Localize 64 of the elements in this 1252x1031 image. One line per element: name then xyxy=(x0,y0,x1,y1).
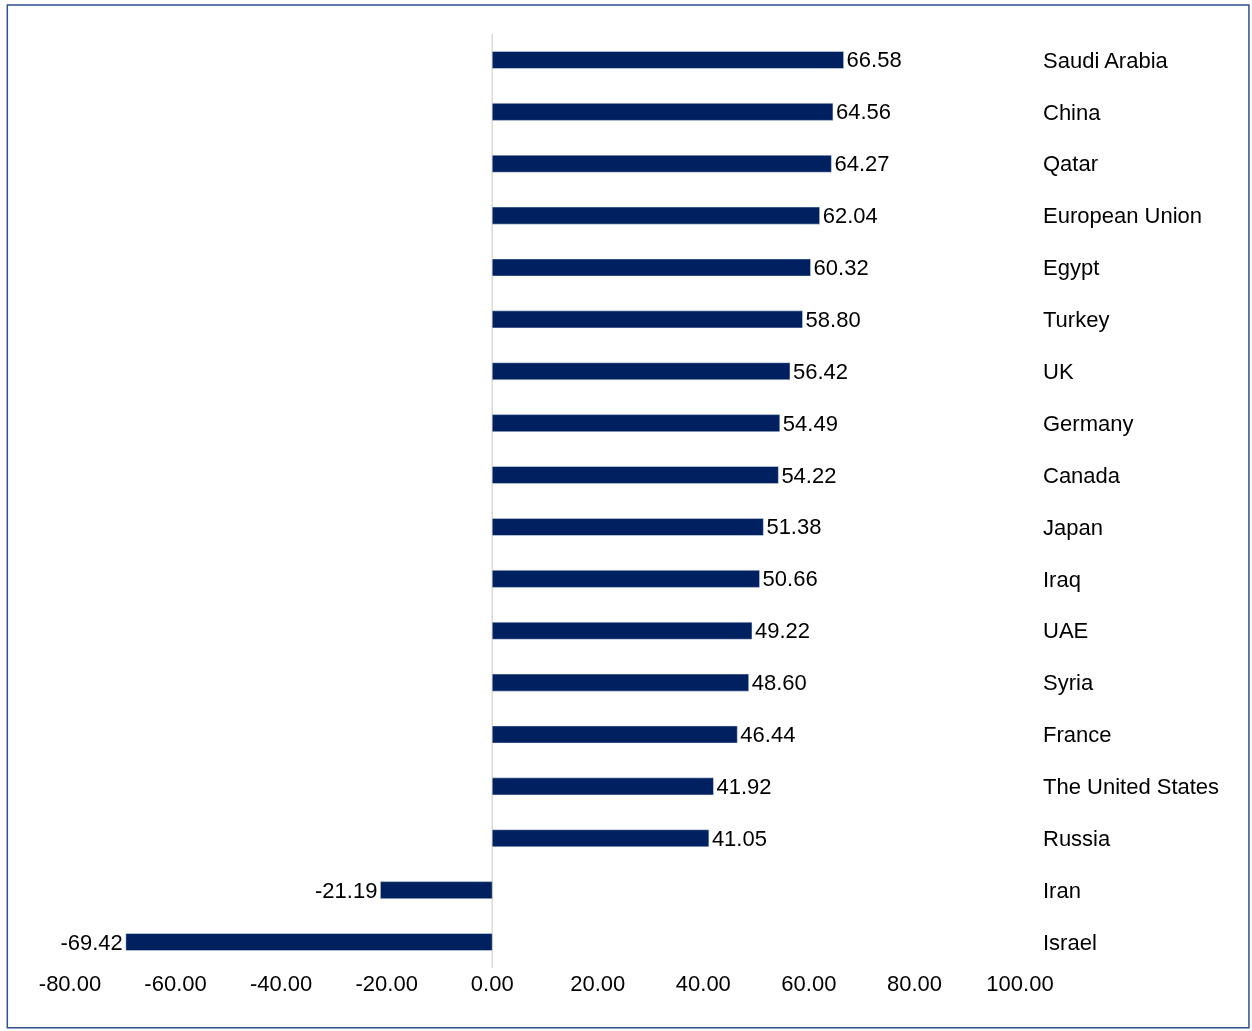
y-tick-label: European Union xyxy=(1043,203,1203,229)
bar xyxy=(491,258,811,277)
data-label: 49.22 xyxy=(754,618,811,644)
y-tick-label: UAE xyxy=(1043,618,1089,644)
x-tick-label: -20.00 xyxy=(355,971,418,996)
x-tick-label: 20.00 xyxy=(570,971,626,996)
data-label: 46.44 xyxy=(740,722,796,747)
data-label: 56.42 xyxy=(792,358,849,384)
data-label: 41.05 xyxy=(711,825,767,851)
y-tick-label: Israel xyxy=(1043,929,1097,955)
x-tick-label: 100.00 xyxy=(986,971,1054,996)
data-label: 66.58 xyxy=(846,47,902,73)
bar xyxy=(491,725,738,744)
bar xyxy=(491,103,834,121)
bar xyxy=(491,51,844,69)
y-tick-label: UK xyxy=(1043,358,1074,384)
data-label: -21.19 xyxy=(315,877,378,903)
bar xyxy=(491,673,749,692)
y-tick-label: Canada xyxy=(1043,462,1121,488)
data-label: 50.66 xyxy=(762,566,818,592)
data-label: 48.60 xyxy=(751,670,807,696)
y-tick-label: Iraq xyxy=(1043,566,1081,592)
x-tick-label: 0.00 xyxy=(470,971,514,996)
bar xyxy=(125,933,493,951)
bar xyxy=(491,206,820,225)
bar xyxy=(491,570,760,588)
bar xyxy=(491,829,710,848)
bar xyxy=(491,414,781,432)
y-tick-label: Saudi Arabia xyxy=(1043,47,1169,73)
y-tick-label: Japan xyxy=(1043,514,1103,540)
data-label: 58.80 xyxy=(805,306,861,332)
data-label: 54.49 xyxy=(782,410,838,436)
bar xyxy=(491,466,779,484)
bar xyxy=(491,518,764,536)
x-tick-label: -60.00 xyxy=(144,971,207,996)
x-tick-label: -80.00 xyxy=(38,971,102,996)
y-tick-label: Germany xyxy=(1043,410,1134,436)
bar xyxy=(491,362,791,381)
data-label: 54.22 xyxy=(781,462,837,488)
bar xyxy=(491,310,803,329)
y-tick-label: China xyxy=(1043,99,1102,125)
y-tick-label: Qatar xyxy=(1043,151,1099,177)
y-tick-label: Turkey xyxy=(1043,307,1110,333)
data-label: 60.32 xyxy=(813,255,869,280)
data-label: 62.04 xyxy=(822,203,878,229)
y-tick-label: Syria xyxy=(1043,670,1094,696)
x-tick-label: 80.00 xyxy=(886,971,942,996)
bar xyxy=(491,777,714,796)
bar xyxy=(380,881,493,899)
x-tick-label: 40.00 xyxy=(675,971,731,996)
y-tick-label: Russia xyxy=(1043,825,1112,851)
y-tick-label: France xyxy=(1043,722,1112,748)
x-tick-label: -40.00 xyxy=(249,971,313,996)
data-label: 51.38 xyxy=(766,514,822,540)
bar xyxy=(491,621,753,640)
data-label: -69.42 xyxy=(60,929,123,955)
bar xyxy=(491,154,832,173)
data-label: 64.56 xyxy=(835,99,892,125)
x-tick-label: 60.00 xyxy=(781,971,837,996)
y-tick-label: Egypt xyxy=(1043,255,1100,281)
y-tick-label: Iran xyxy=(1043,877,1081,903)
y-tick-label: The United States xyxy=(1043,774,1220,800)
data-label: 64.27 xyxy=(834,151,890,177)
data-label: 41.92 xyxy=(716,773,772,799)
